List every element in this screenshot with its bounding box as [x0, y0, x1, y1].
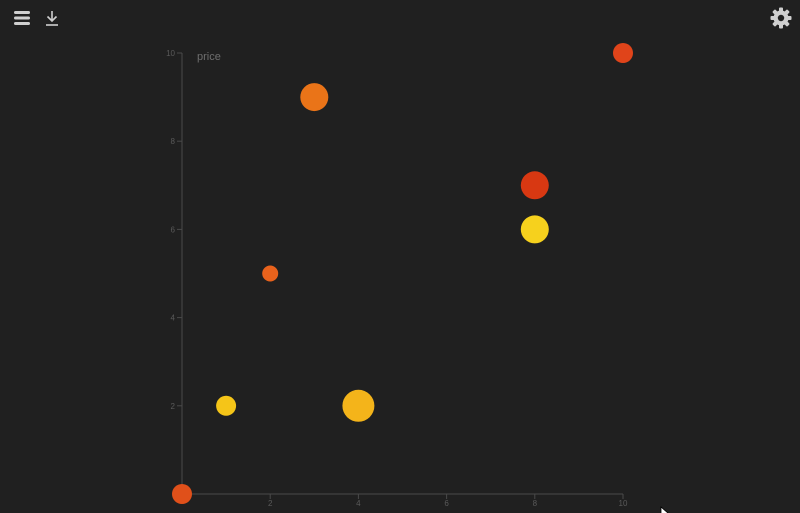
y-tick-label: 4	[171, 314, 176, 323]
x-tick-label: 2	[268, 499, 273, 508]
x-tick-label: 6	[444, 499, 449, 508]
settings-button[interactable]	[770, 7, 792, 29]
menu-button[interactable]	[12, 8, 32, 28]
download-icon	[46, 11, 58, 26]
y-tick-label: 2	[171, 402, 176, 411]
scatter-point[interactable]	[262, 265, 279, 282]
chart-points	[172, 43, 633, 504]
scatter-point[interactable]	[520, 215, 549, 244]
x-tick-label: 8	[533, 499, 538, 508]
toolbar-right	[770, 7, 792, 29]
y-tick-label: 6	[171, 225, 176, 234]
toolbar-left	[12, 8, 62, 28]
x-tick-label: 4	[356, 499, 361, 508]
gear-icon	[770, 7, 792, 29]
x-tick-label: 10	[619, 499, 628, 508]
download-button[interactable]	[42, 8, 62, 28]
y-tick-label: 10	[166, 49, 175, 58]
y-tick-label: 8	[171, 137, 176, 146]
scatter-point[interactable]	[216, 395, 237, 416]
scatter-point[interactable]	[342, 389, 375, 422]
chart-axes	[181, 53, 623, 495]
scatter-point[interactable]	[520, 171, 549, 200]
mouse-cursor-icon	[660, 506, 669, 513]
scatter-point[interactable]	[300, 83, 329, 112]
hamburger-menu-icon	[14, 11, 30, 25]
scatter-point[interactable]	[613, 43, 633, 63]
scatter-point[interactable]	[172, 484, 192, 504]
y-axis-title: price	[197, 51, 221, 63]
chart-ticks: 2 2 4 4 6 6 8 8 10 10	[166, 49, 628, 508]
